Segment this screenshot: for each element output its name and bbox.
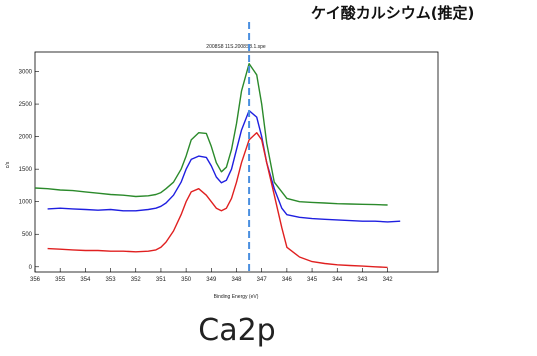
y-tick-label: 2500 (19, 102, 33, 108)
series-line-2 (47, 109, 401, 223)
series-line-1 (34, 63, 388, 206)
series-line-3 (47, 131, 388, 269)
x-tick-label: 348 (231, 277, 242, 283)
y-axis-label: c/s (5, 161, 11, 168)
y-tick-label: 1000 (19, 200, 33, 206)
x-tick-label: 352 (131, 277, 142, 283)
x-tick-label: 349 (206, 277, 217, 283)
x-tick-label: 344 (332, 277, 343, 283)
x-tick-label: 343 (357, 277, 368, 283)
x-tick-label: 345 (307, 277, 318, 283)
x-tick-label: 346 (282, 277, 293, 283)
x-tick-label: 350 (181, 277, 192, 283)
x-tick-label: 347 (257, 277, 268, 283)
y-tick-label: 1500 (19, 167, 33, 173)
y-tick-label: 3000 (19, 70, 33, 76)
y-tick-label: 0 (29, 265, 33, 271)
y-tick-label: 2000 (19, 135, 33, 141)
x-tick-label: 356 (30, 277, 41, 283)
x-tick-label: 354 (80, 277, 91, 283)
series-layer (34, 63, 401, 269)
annotation-label: ケイ酸カルシウム(推定) (311, 4, 474, 22)
x-tick-label: 351 (156, 277, 167, 283)
figure-caption: Ca2p (198, 313, 275, 348)
y-axis-ticks: 0 500 1000 1500 2000 2500 3000 (19, 70, 39, 271)
x-axis-label: Binding Energy (eV) (214, 294, 259, 300)
x-tick-label: 353 (106, 277, 117, 283)
y-tick-label: 500 (22, 232, 33, 238)
x-tick-label: 355 (55, 277, 66, 283)
x-tick-label: 342 (383, 277, 394, 283)
plot-frame (34, 51, 439, 273)
chart-title: 2008S8 11S.2008S8.1.spe (206, 44, 266, 50)
x-axis-ticks: 356 355 354 353 352 351 350 349 348 347 346 345 344 3… (30, 268, 393, 283)
